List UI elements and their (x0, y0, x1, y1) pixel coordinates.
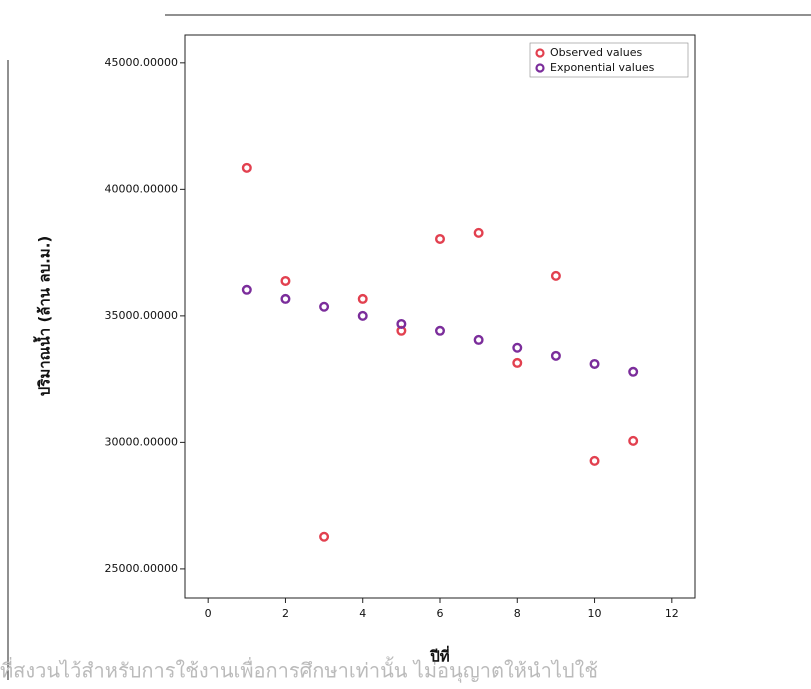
data-point (241, 162, 252, 173)
x-tick-label: 12 (665, 607, 679, 620)
legend-marker (535, 63, 545, 73)
x-tick-label: 4 (359, 607, 366, 620)
x-axis-title: ปีที่ (429, 646, 449, 666)
y-tick-label: 35000.00000 (105, 309, 178, 322)
data-point (473, 227, 484, 238)
data-point (280, 275, 291, 286)
data-point (589, 455, 600, 466)
data-point (396, 318, 407, 329)
plot-area (184, 34, 696, 599)
x-tick-label: 8 (514, 607, 521, 620)
data-point (550, 350, 561, 361)
footer-text: ที่สงวนไว้สำหรับการใช้งานเพื่อการศึกษาเท… (0, 657, 598, 684)
y-axis-title: ปริมาณน้ำ (ล้าน ลบ.ม.) (33, 236, 54, 397)
data-point (435, 233, 446, 244)
x-tick-label: 6 (437, 607, 444, 620)
data-point (628, 435, 639, 446)
legend-label: Exponential values (550, 61, 655, 74)
legend-box (529, 42, 689, 78)
x-tick-label: 0 (205, 607, 212, 620)
data-point (319, 301, 330, 312)
y-tick-label: 40000.00000 (105, 182, 178, 195)
y-tick-label: 45000.00000 (105, 56, 178, 69)
legend-label: Observed values (550, 46, 642, 59)
data-point (357, 310, 368, 321)
x-tick-label: 10 (588, 607, 602, 620)
data-point (512, 342, 523, 353)
data-point (473, 334, 484, 345)
y-tick-label: 25000.00000 (105, 562, 178, 575)
data-point (319, 531, 330, 542)
legend-marker (535, 48, 545, 58)
data-point (628, 366, 639, 377)
data-point (550, 270, 561, 281)
data-point (435, 325, 446, 336)
data-point (589, 358, 600, 369)
x-tick-label: 2 (282, 607, 289, 620)
data-point (241, 284, 252, 295)
y-tick-label: 30000.00000 (105, 435, 178, 448)
data-point (280, 293, 291, 304)
data-point (512, 357, 523, 368)
data-point (357, 293, 368, 304)
